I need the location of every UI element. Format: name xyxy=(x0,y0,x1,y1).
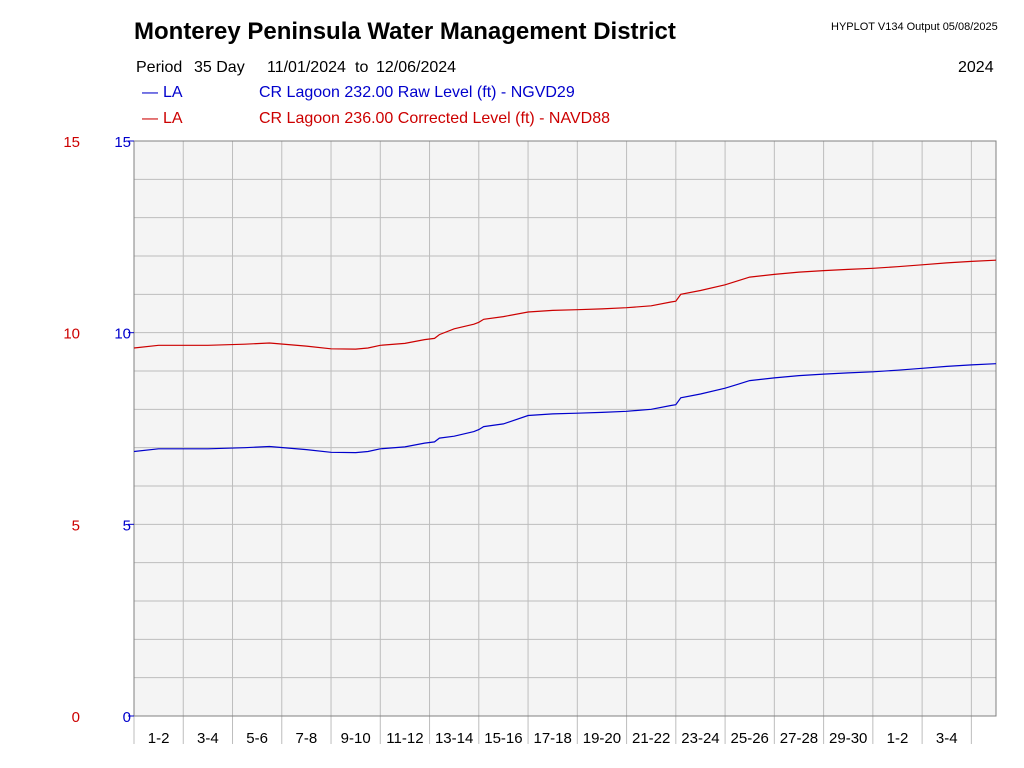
inner-axis-tick-label: 5 xyxy=(123,517,131,534)
x-tick-label: 5-6 xyxy=(246,730,268,747)
x-tick-label: 9-10 xyxy=(341,730,371,747)
x-tick-label: 11-12 xyxy=(386,730,423,747)
chart-title: Monterey Peninsula Water Management Dist… xyxy=(134,18,676,45)
legend-code: LA xyxy=(163,110,183,127)
left-axis-tick-label: 15 xyxy=(63,134,80,151)
legend-marker: — xyxy=(142,84,158,101)
x-tick-label: 17-18 xyxy=(533,730,571,747)
x-tick-label: 21-22 xyxy=(632,730,670,747)
x-tick-label: 23-24 xyxy=(681,730,719,747)
x-tick-label: 15-16 xyxy=(484,730,522,747)
x-tick-label: 7-8 xyxy=(296,730,318,747)
series-line-corrected xyxy=(133,259,997,350)
to-label: to xyxy=(355,59,369,76)
x-tick-label: 25-26 xyxy=(731,730,769,747)
period-length: 35 Day xyxy=(194,59,245,76)
x-tick-label: 13-14 xyxy=(435,730,473,747)
x-tick-label: 19-20 xyxy=(583,730,621,747)
inner-axis-tick-label: 10 xyxy=(114,326,131,343)
series-line-raw xyxy=(133,363,997,454)
left-axis-tick-label: 0 xyxy=(72,709,80,726)
x-tick-label: 1-2 xyxy=(887,730,909,747)
plot-border xyxy=(133,140,997,717)
end-date: 12/06/2024 xyxy=(376,59,457,76)
period-label: Period xyxy=(136,59,183,76)
x-tick-label: 29-30 xyxy=(829,730,867,747)
start-date: 11/01/2024 xyxy=(267,59,346,76)
x-tick-label: 1-2 xyxy=(148,730,170,747)
x-tick-label: 27-28 xyxy=(780,730,818,747)
x-tick-label: 3-4 xyxy=(197,730,219,747)
software-version: HYPLOT V134 Output 05/08/2025 xyxy=(831,21,998,33)
legend-description: CR Lagoon 236.00 Corrected Level (ft) - … xyxy=(259,110,610,127)
legend-code: LA xyxy=(163,84,183,101)
plot-background xyxy=(134,141,996,716)
legend-marker: — xyxy=(142,110,158,127)
inner-axis-tick-label: 0 xyxy=(123,709,131,726)
inner-axis-tick-label: 15 xyxy=(114,134,131,151)
x-tick-label: 3-4 xyxy=(936,730,958,747)
left-axis-tick-label: 5 xyxy=(72,517,80,534)
year-label: 2024 xyxy=(958,59,994,76)
legend-description: CR Lagoon 232.00 Raw Level (ft) - NGVD29 xyxy=(259,84,575,101)
left-axis-tick-label: 10 xyxy=(63,326,80,343)
